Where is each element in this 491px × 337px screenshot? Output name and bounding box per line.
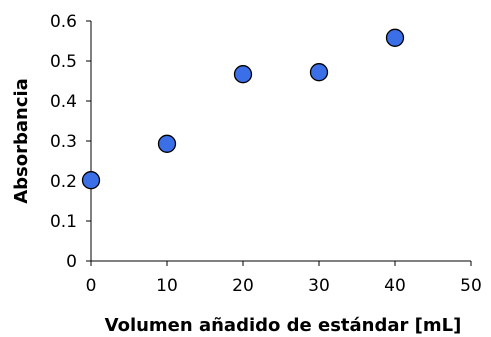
y-tick-label: 0.2 (50, 172, 77, 192)
x-tick-label: 30 (308, 276, 330, 296)
data-point (157, 134, 177, 153)
data-point (385, 28, 405, 47)
data-point (233, 65, 253, 84)
plot-axes (90, 21, 471, 262)
x-axis-ticks: 0 10 20 30 40 50 (86, 261, 482, 296)
y-tick-label: 0.3 (50, 132, 77, 152)
data-point (309, 63, 329, 82)
x-axis-label: Volumen añadido de estándar [mL] (105, 315, 462, 336)
data-points (81, 28, 405, 190)
y-tick-label: 0 (66, 252, 77, 272)
x-tick-label: 10 (156, 276, 178, 296)
x-tick-label: 20 (232, 276, 254, 296)
data-point (81, 171, 101, 190)
x-tick-label: 40 (384, 276, 406, 296)
y-axis-ticks: 0 0.1 0.2 0.3 0.4 0.5 0.6 (50, 12, 91, 272)
x-tick-label: 50 (460, 276, 482, 296)
x-tick-label: 0 (86, 276, 97, 296)
y-axis-label: Absorbancia (11, 78, 32, 204)
y-tick-label: 0.5 (50, 52, 77, 72)
y-tick-label: 0.4 (50, 92, 77, 112)
y-tick-label: 0.6 (50, 12, 77, 32)
y-tick-label: 0.1 (50, 212, 77, 232)
